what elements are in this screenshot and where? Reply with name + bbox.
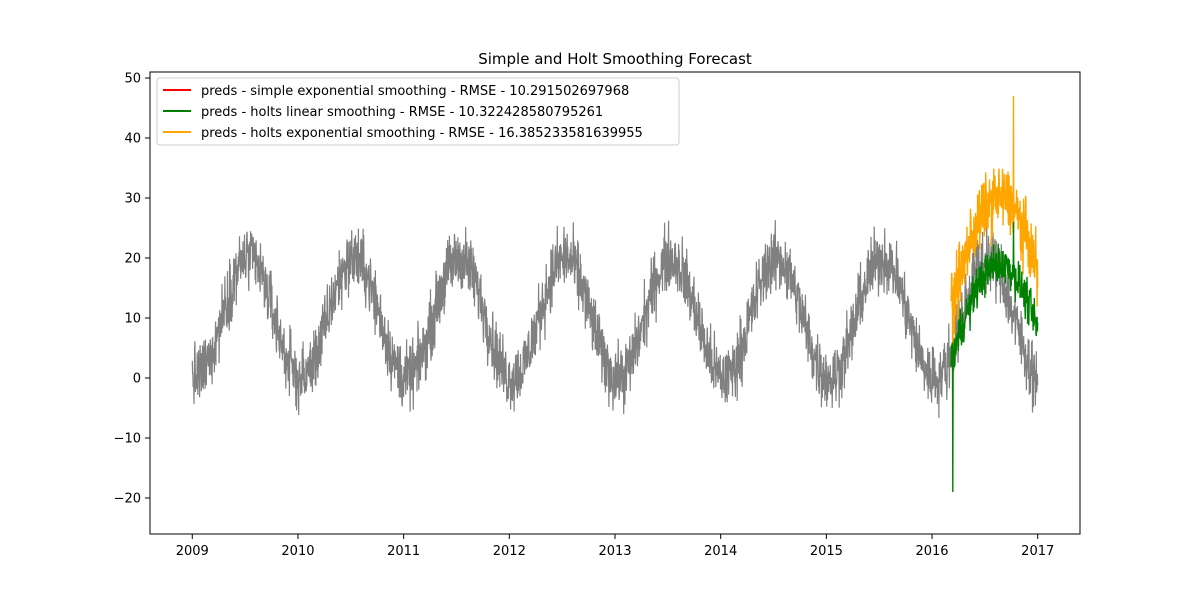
y-tick-label: −10 bbox=[114, 432, 141, 447]
x-tick-label: 2016 bbox=[915, 544, 948, 559]
x-tick-label: 2014 bbox=[704, 544, 737, 559]
x-tick-label: 2015 bbox=[810, 544, 843, 559]
series-line-actual bbox=[191, 216, 1039, 418]
series-line-holt-linear bbox=[950, 221, 1039, 493]
series-layer bbox=[191, 95, 1039, 493]
y-tick-label: 10 bbox=[124, 312, 141, 327]
legend-label-simple: preds - simple exponential smoothing - R… bbox=[201, 84, 629, 99]
x-tick-label: 2017 bbox=[1021, 544, 1054, 559]
y-axis: −20 −10 0 10 20 30 40 50 bbox=[114, 72, 150, 507]
x-tick-label: 2010 bbox=[281, 544, 314, 559]
legend-box bbox=[156, 77, 680, 146]
y-tick-label: −20 bbox=[114, 492, 141, 507]
y-tick-label: 50 bbox=[124, 72, 141, 87]
x-axis: 2009 2010 2011 2012 2013 2014 2015 2016 2017 bbox=[176, 534, 1054, 559]
legend-label-holt-linear: preds - holts linear smoothing - RMSE - … bbox=[201, 105, 603, 120]
y-tick-label: 0 bbox=[133, 372, 141, 387]
x-tick-label: 2009 bbox=[176, 544, 209, 559]
chart-title: Simple and Holt Smoothing Forecast bbox=[478, 50, 752, 68]
x-tick-label: 2012 bbox=[493, 544, 526, 559]
y-tick-label: 20 bbox=[124, 252, 141, 267]
legend: preds - simple exponential smoothing - R… bbox=[156, 77, 680, 146]
series-line-holt-exp bbox=[950, 95, 1039, 433]
legend-label-holt-exp: preds - holts exponential smoothing - RM… bbox=[201, 126, 643, 141]
y-tick-label: 30 bbox=[124, 192, 141, 207]
x-tick-label: 2013 bbox=[598, 544, 631, 559]
y-tick-label: 40 bbox=[124, 132, 141, 147]
x-tick-label: 2011 bbox=[387, 544, 420, 559]
